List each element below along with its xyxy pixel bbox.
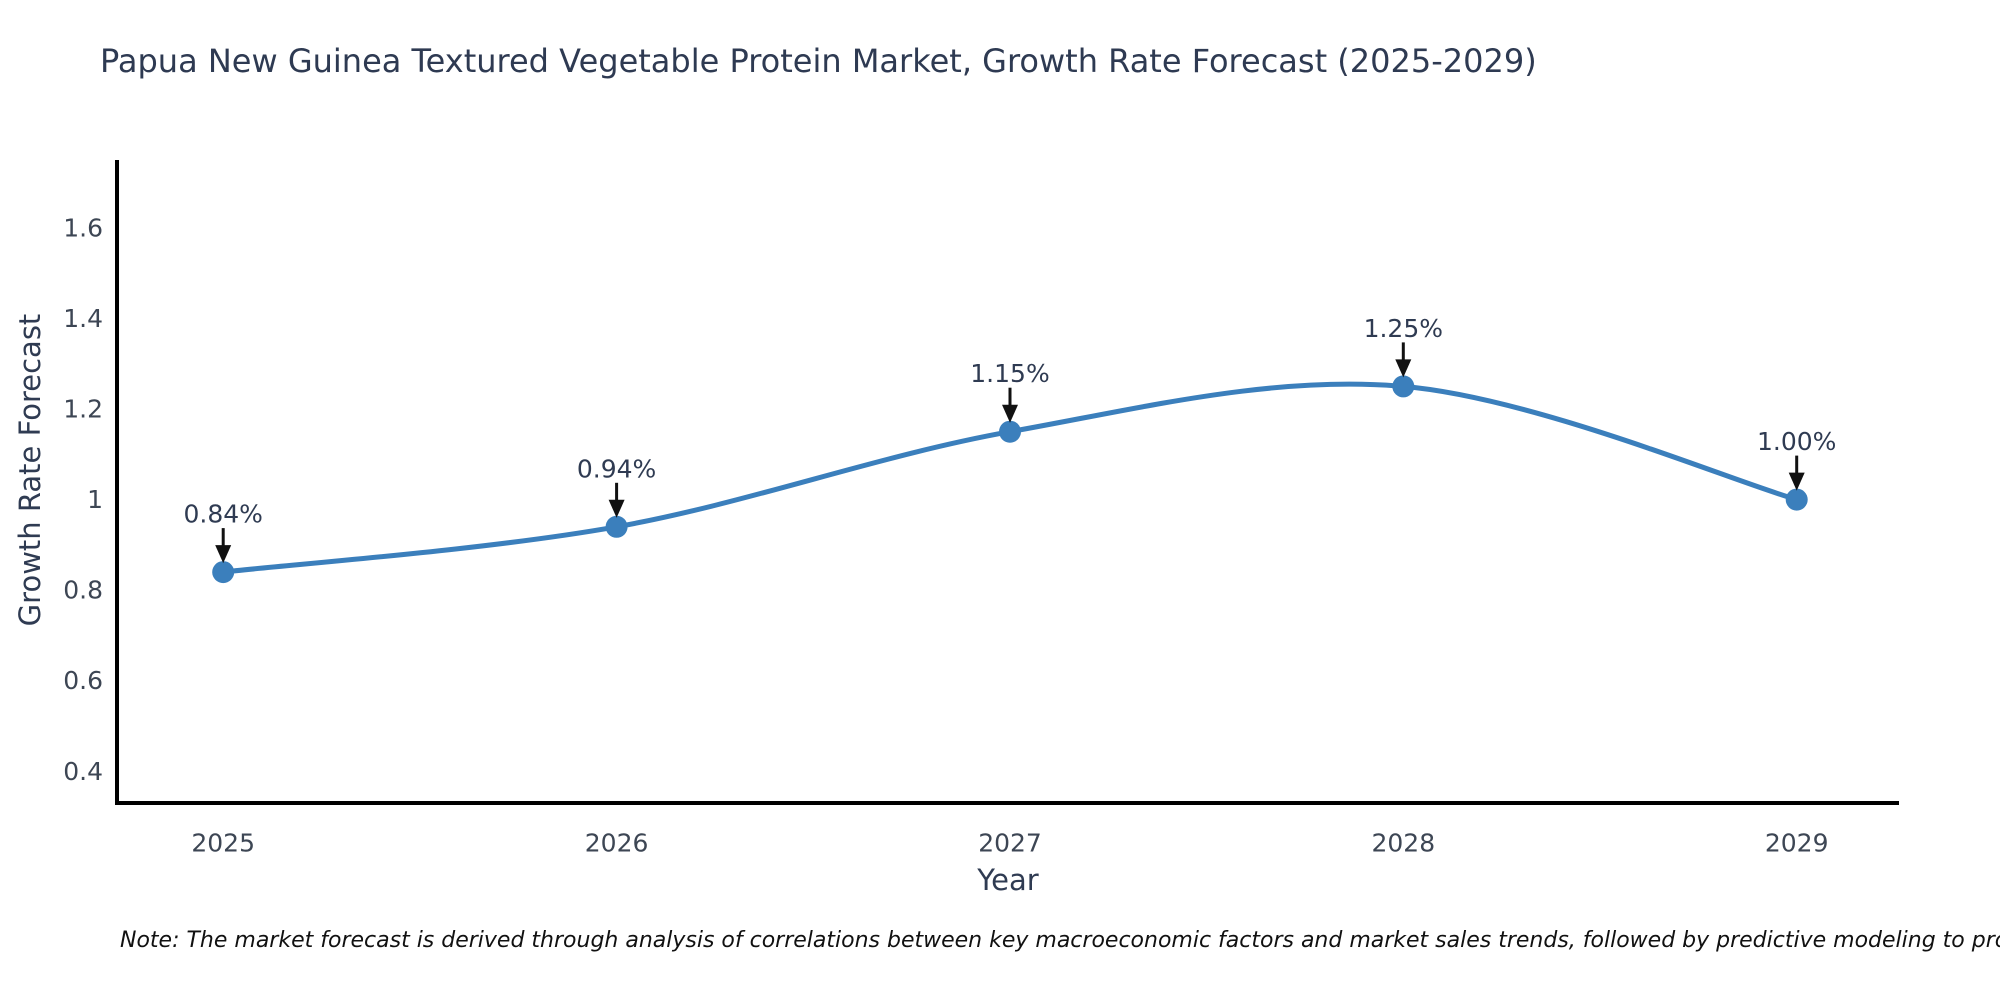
data-point-marker bbox=[999, 420, 1021, 443]
x-tick-label: 2029 bbox=[1765, 829, 1829, 858]
data-point-annotation: 0.84% bbox=[183, 500, 262, 529]
footnote-text: Note: The market forecast is derived thr… bbox=[120, 928, 2000, 953]
x-tick-label: 2027 bbox=[978, 829, 1042, 858]
annotation-arrowhead-icon bbox=[215, 545, 232, 564]
y-tick-label: 1 bbox=[87, 485, 103, 514]
data-point-marker bbox=[605, 515, 628, 538]
annotation-arrowhead-icon bbox=[1788, 472, 1805, 491]
y-tick-label: 1.4 bbox=[63, 304, 103, 333]
data-point-annotation: 1.00% bbox=[1757, 427, 1836, 456]
y-tick-label: 0.4 bbox=[63, 757, 103, 786]
data-point-marker bbox=[212, 561, 235, 584]
data-point-annotation: 1.15% bbox=[970, 359, 1049, 388]
annotation-arrowhead-icon bbox=[1395, 359, 1412, 378]
x-tick-label: 2028 bbox=[1371, 829, 1435, 858]
data-point-annotation: 0.94% bbox=[577, 454, 656, 483]
y-tick-label: 0.6 bbox=[63, 666, 103, 695]
y-tick-label: 1.6 bbox=[63, 213, 103, 242]
x-axis-title: Year bbox=[977, 863, 1039, 897]
x-tick-label: 2025 bbox=[191, 829, 255, 858]
annotation-arrowhead-icon bbox=[608, 499, 625, 518]
chart-title: Papua New Guinea Textured Vegetable Prot… bbox=[100, 42, 1537, 80]
y-tick-label: 0.8 bbox=[63, 576, 103, 605]
data-point-annotation: 1.25% bbox=[1364, 314, 1443, 343]
y-tick-label: 1.2 bbox=[63, 395, 103, 424]
annotation-arrowhead-icon bbox=[1002, 404, 1018, 423]
x-tick-label: 2026 bbox=[585, 829, 649, 858]
data-point-marker bbox=[1392, 375, 1415, 398]
data-point-marker bbox=[1785, 488, 1808, 511]
